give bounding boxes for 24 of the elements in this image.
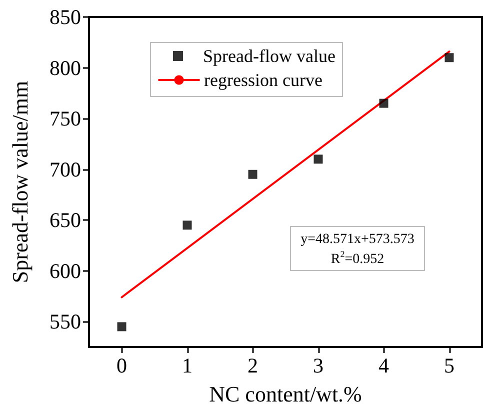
y-tick-label: 750 xyxy=(50,106,81,131)
legend-label: Spread-flow value xyxy=(203,46,336,66)
point xyxy=(117,322,126,332)
x-tick-label: 1 xyxy=(182,354,192,378)
x-axis-title: NC content/wt.% xyxy=(209,382,362,406)
y-tick-label: 700 xyxy=(50,157,81,182)
x-tick-label: 4 xyxy=(378,354,390,378)
point xyxy=(314,154,323,164)
annotation: y=48.571x+573.573 xyxy=(300,232,414,247)
y-tick-label: 800 xyxy=(50,56,81,80)
point xyxy=(444,53,454,62)
x-tick-label: 0 xyxy=(116,354,127,378)
y-tick-label: 600 xyxy=(50,258,81,283)
point xyxy=(248,170,258,179)
y-tick-label: 850 xyxy=(50,5,81,29)
legend-label: regression curve xyxy=(204,70,322,90)
y-axis-title: Spread-flow value/mm xyxy=(8,80,32,284)
point xyxy=(379,98,388,108)
x-tick-label: 2 xyxy=(248,354,258,378)
y-tick-label: 550 xyxy=(50,310,81,334)
x-tick-label: 3 xyxy=(313,354,324,378)
point xyxy=(182,220,192,230)
x-tick-label: 5 xyxy=(444,354,454,378)
y-tick-label: 650 xyxy=(50,208,81,232)
